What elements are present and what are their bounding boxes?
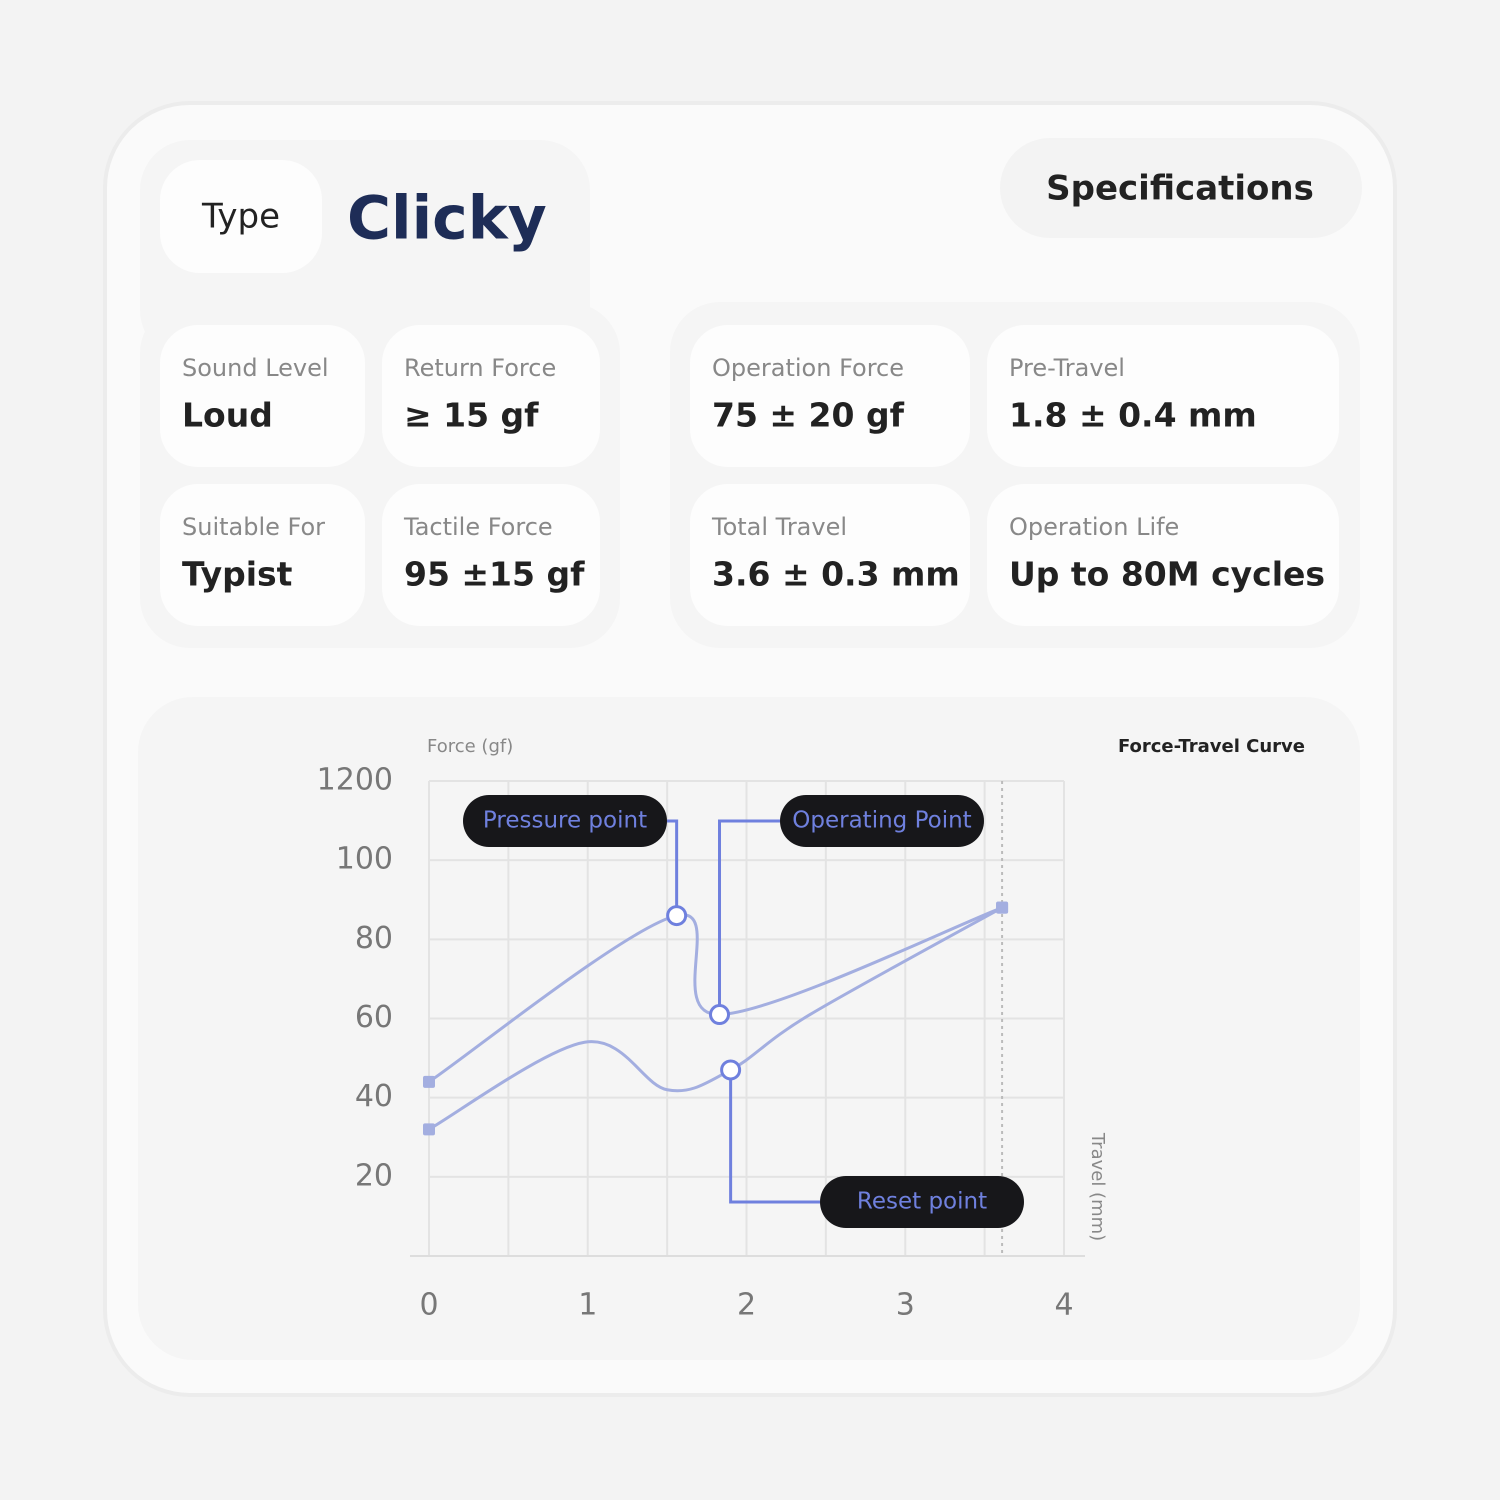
connector [667,819,679,916]
spec-label: Total Travel [711,513,847,541]
x-tick-label: 4 [1054,1288,1073,1323]
spec-card [160,484,365,626]
x-tick-label: 2 [737,1288,756,1323]
spec-card [690,325,970,467]
end-marker [996,901,1009,914]
spec-value: Typist [182,555,293,594]
end-marker [423,1075,435,1088]
type-value: Clicky [347,184,547,254]
type-label: Type [201,197,280,237]
chart-title: Force-Travel Curve [1118,736,1305,757]
y-tick-label: 100 [336,842,393,877]
connector [718,819,780,1015]
connector [729,1069,820,1204]
curve [428,906,1003,1084]
spec-label: Operation Life [1009,513,1179,541]
annotation-box [780,795,984,847]
x-tick-label: 1 [578,1288,597,1323]
chart-panel [138,697,1360,1360]
y-tick-label: 1200 [317,763,393,798]
spec-value: 95 ±15 gf [404,555,585,594]
spec-label: Operation Force [712,354,904,382]
spec-card [382,325,600,467]
spec-card [690,484,970,626]
end-marker [423,1123,435,1136]
annotation-point [666,905,688,927]
annotation-text: Reset point [857,1189,987,1215]
spec-card [987,484,1339,626]
spec-label: Return Force [404,354,556,382]
annotation-text: Pressure point [483,808,647,834]
spec-value: Loud [182,396,273,435]
annotation-box [463,795,667,847]
section-title: Specifications [1046,169,1314,209]
annotation-point [720,1059,742,1081]
x-tick-label: 0 [419,1288,438,1323]
annotation-box [820,1176,1024,1228]
y-tick-label: 40 [355,1079,393,1114]
spec-label: Tactile Force [403,513,553,541]
x-tick-label: 3 [896,1288,915,1323]
spec-value: ≥ 15 gf [404,396,539,435]
annotation-text: Operating Point [792,808,971,834]
spec-card [160,325,365,467]
spec-label: Pre-Travel [1009,354,1125,382]
spec-value: Up to 80M cycles [1009,555,1325,594]
y-tick-label: 80 [355,921,393,956]
spec-label: Suitable For [182,513,325,541]
spec-label: Sound Level [182,354,329,382]
spec-value: 1.8 ± 0.4 mm [1009,396,1257,435]
spec-card [382,484,600,626]
type-pill [160,160,322,273]
curve [428,906,1003,1131]
section-pill [1000,138,1362,238]
annotation-point [709,1004,731,1026]
spec-value: 75 ± 20 gf [712,396,905,435]
y-axis-label: Force (gf) [427,736,513,757]
y-tick-label: 60 [355,1000,393,1035]
spec-value: 3.6 ± 0.3 mm [712,555,960,594]
spec-card [987,325,1339,467]
x-axis-label: Travel (mm) [1087,1132,1108,1241]
y-tick-label: 20 [355,1158,393,1193]
